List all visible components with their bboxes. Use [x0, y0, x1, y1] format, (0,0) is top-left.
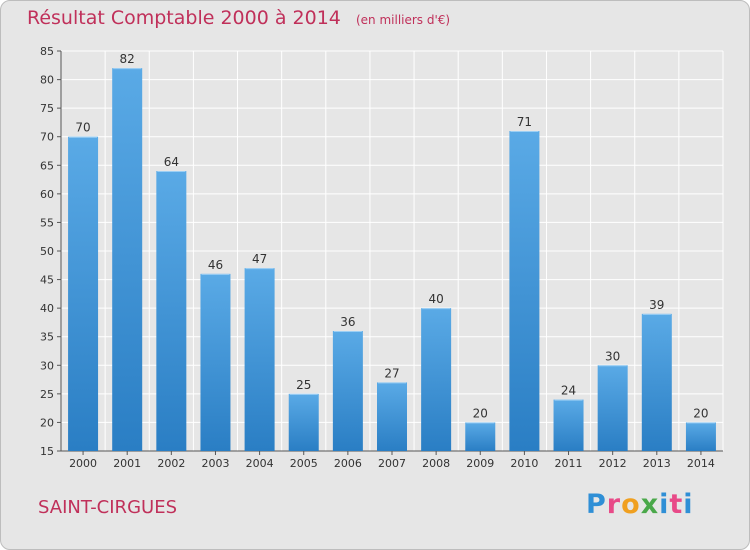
bar [156, 171, 187, 451]
x-tick-label: 2012 [599, 457, 627, 470]
y-tick-label: 25 [40, 388, 54, 401]
y-tick-label: 20 [40, 416, 54, 429]
x-tick-label: 2011 [555, 457, 583, 470]
data-labels: 70 82 64 46 47 25 36 27 40 20 71 24 30 39 20 [75, 52, 708, 420]
data-label: 24 [561, 384, 576, 398]
chart-title-group: Résultat Comptable 2000 à 2014 (en milli… [27, 7, 450, 29]
x-tick-label: 2010 [510, 457, 538, 470]
data-label: 70 [75, 121, 90, 135]
data-label: 20 [693, 406, 708, 420]
bar [200, 273, 231, 451]
y-tick-label: 75 [40, 102, 54, 115]
y-tick-label: 60 [40, 188, 54, 201]
chart-unit: (en milliers d'€) [355, 13, 451, 27]
y-tick-label: 40 [40, 302, 54, 315]
bar [421, 308, 452, 451]
data-label: 30 [605, 349, 620, 363]
x-tick-label: 2014 [687, 457, 715, 470]
bar [465, 422, 496, 451]
data-label: 36 [340, 315, 355, 329]
x-tick-label: 2003 [201, 457, 229, 470]
y-tick-label: 65 [40, 159, 54, 172]
y-tick-label: 85 [40, 45, 54, 58]
data-label: 39 [649, 298, 664, 312]
bar [112, 68, 143, 452]
bar [685, 422, 716, 451]
data-label: 71 [517, 115, 532, 129]
x-tick-label: 2013 [643, 457, 671, 470]
data-label: 47 [252, 252, 267, 266]
bar [641, 313, 672, 451]
y-tick-label: 55 [40, 216, 54, 229]
x-tick-label: 2004 [246, 457, 274, 470]
bar [244, 268, 275, 451]
y-tick-label: 35 [40, 331, 54, 344]
commune-name: SAINT-CIRGUES [38, 497, 177, 518]
data-label: 27 [384, 366, 399, 380]
x-tick-label: 2000 [69, 457, 97, 470]
y-tick-label: 30 [40, 359, 54, 372]
bar [553, 399, 584, 451]
y-tick-label: 15 [40, 445, 54, 458]
x-tick-label: 2005 [290, 457, 318, 470]
y-tick-label: 45 [40, 274, 54, 287]
bar [597, 365, 628, 451]
x-tick-label: 2002 [157, 457, 185, 470]
data-label: 46 [208, 258, 223, 272]
bar [509, 131, 540, 451]
axes: 15 20 25 30 35 40 45 50 55 60 65 70 75 80 85 2000 2001 20… [40, 45, 723, 470]
bar [377, 382, 407, 451]
proxiti-logo: Proxiti [586, 489, 694, 520]
chart-title: Résultat Comptable 2000 à 2014 [27, 7, 341, 29]
data-label: 64 [164, 155, 179, 169]
x-tick-label: 2001 [113, 457, 141, 470]
x-tick-label: 2006 [334, 457, 362, 470]
data-label: 25 [296, 378, 311, 392]
x-tick-label: 2007 [378, 457, 406, 470]
x-tick-label: 2009 [466, 457, 494, 470]
y-tick-label: 70 [40, 131, 54, 144]
bars [68, 68, 716, 452]
bar [332, 331, 363, 451]
data-label: 40 [428, 292, 443, 306]
y-tick-label: 80 [40, 74, 54, 87]
y-tick-label: 50 [40, 245, 54, 258]
x-tick-label: 2008 [422, 457, 450, 470]
bar [288, 393, 319, 451]
data-label: 20 [473, 406, 488, 420]
bar [68, 136, 99, 451]
data-label: 82 [120, 52, 135, 66]
